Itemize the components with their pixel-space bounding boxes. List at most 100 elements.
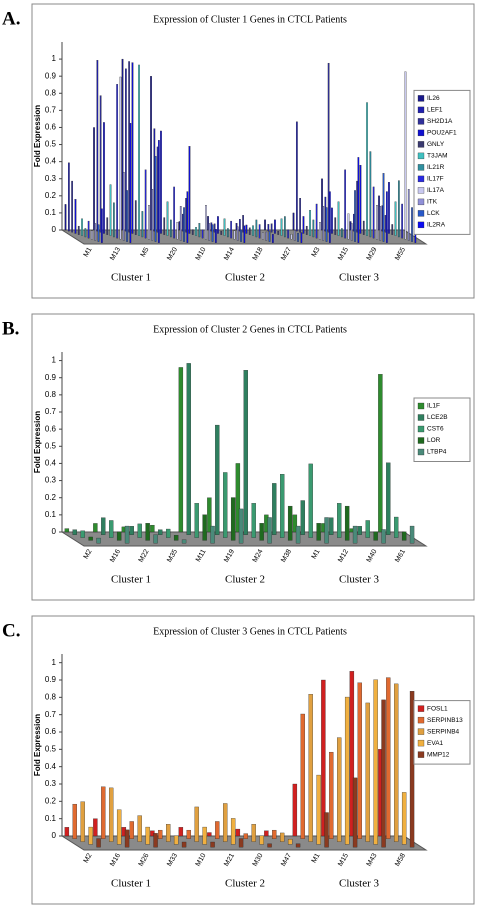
bar xyxy=(64,827,70,837)
bar xyxy=(373,679,378,845)
y-tick-label: 1 xyxy=(52,356,57,365)
legend-label: SERPINB4 xyxy=(427,728,460,735)
bar xyxy=(277,231,280,235)
bar xyxy=(382,173,385,242)
legend-label: LTBP4 xyxy=(427,449,447,456)
y-tick-label: 0.2 xyxy=(45,493,57,502)
bar xyxy=(150,524,155,533)
y-tick-label: 0 xyxy=(52,225,57,234)
bar xyxy=(207,216,209,231)
bar xyxy=(202,826,207,845)
bar xyxy=(151,189,154,241)
bar xyxy=(154,156,157,242)
bar xyxy=(80,801,85,842)
bar xyxy=(259,835,264,845)
bar xyxy=(141,211,144,238)
bar xyxy=(137,523,142,538)
bar xyxy=(235,223,238,231)
bar xyxy=(366,102,368,236)
y-tick-label: 0.8 xyxy=(45,692,57,701)
bar xyxy=(255,219,258,238)
bar xyxy=(386,462,391,535)
bar xyxy=(337,503,342,538)
bar xyxy=(122,171,125,241)
bar xyxy=(101,208,103,243)
bar xyxy=(251,503,256,538)
y-tick-label: 0.2 xyxy=(45,191,57,200)
legend-swatch xyxy=(417,175,425,183)
x-tick-label: M61 xyxy=(394,548,407,563)
bar xyxy=(93,127,95,231)
bar xyxy=(137,815,142,842)
bar xyxy=(409,525,415,544)
panel-frame xyxy=(31,3,475,299)
x-tick-label: M16 xyxy=(109,852,122,867)
bar xyxy=(93,523,98,533)
bar xyxy=(280,218,283,236)
y-tick-label: 0.5 xyxy=(45,441,57,450)
bar xyxy=(290,234,293,240)
legend-swatch xyxy=(417,705,425,712)
bar xyxy=(283,216,286,238)
bar xyxy=(295,843,301,848)
cluster-label: Cluster 1 xyxy=(111,878,151,890)
legend-label: MMP12 xyxy=(427,751,450,758)
bar xyxy=(344,696,350,845)
legend-label: CST6 xyxy=(427,426,444,433)
x-tick-label: M27 xyxy=(280,246,293,261)
y-tick-label: 0.4 xyxy=(45,762,57,771)
bar xyxy=(381,699,386,848)
y-tick-label: 0.3 xyxy=(45,174,57,183)
legend-swatch xyxy=(417,728,425,735)
bar xyxy=(357,682,362,839)
bar xyxy=(201,229,204,239)
bar xyxy=(80,530,85,538)
bar xyxy=(357,157,360,243)
bar xyxy=(319,222,321,240)
chart-title: Expression of Cluster 3 Genes in CTCL Pa… xyxy=(153,626,347,637)
legend-swatch xyxy=(417,716,425,724)
y-tick-label: 0.9 xyxy=(45,71,57,80)
bar xyxy=(131,62,134,234)
bar xyxy=(401,792,407,845)
bar xyxy=(265,231,268,241)
bar xyxy=(125,68,127,232)
legend-label: T3JAM xyxy=(427,153,448,160)
bar xyxy=(116,84,118,239)
y-axis-label: Fold Expression xyxy=(33,714,42,776)
y-tick-label: 0.1 xyxy=(45,510,57,519)
bar xyxy=(129,821,134,839)
bar xyxy=(295,525,301,544)
legend-swatch xyxy=(417,739,425,747)
x-tick-label: M58 xyxy=(394,852,407,867)
bar xyxy=(116,809,122,845)
bar xyxy=(394,683,399,842)
legend-label: IL17F xyxy=(427,176,444,183)
bar xyxy=(208,223,211,241)
bar xyxy=(148,205,150,240)
y-tick-label: 0.3 xyxy=(45,779,57,788)
bar xyxy=(359,164,362,234)
legend-swatch xyxy=(417,437,425,444)
bar xyxy=(401,531,407,541)
legend-label: LCE2B xyxy=(427,414,448,421)
y-tick-label: 1 xyxy=(52,658,57,667)
bar xyxy=(337,201,340,236)
bar xyxy=(352,777,358,848)
bar xyxy=(178,827,184,837)
bar xyxy=(77,225,80,235)
bar xyxy=(235,828,241,837)
bar xyxy=(153,534,158,544)
y-tick-label: 0.6 xyxy=(45,424,57,433)
x-tick-label: M14 xyxy=(223,246,236,261)
cluster-label: Cluster 3 xyxy=(339,878,380,890)
x-tick-label: M30 xyxy=(252,852,265,867)
bar xyxy=(267,843,272,848)
bar xyxy=(183,207,185,242)
bar xyxy=(181,841,187,848)
bar xyxy=(64,528,70,533)
bar xyxy=(292,783,298,837)
y-tick-label: 0.1 xyxy=(45,208,57,217)
bar xyxy=(129,123,132,243)
bar xyxy=(321,679,326,837)
